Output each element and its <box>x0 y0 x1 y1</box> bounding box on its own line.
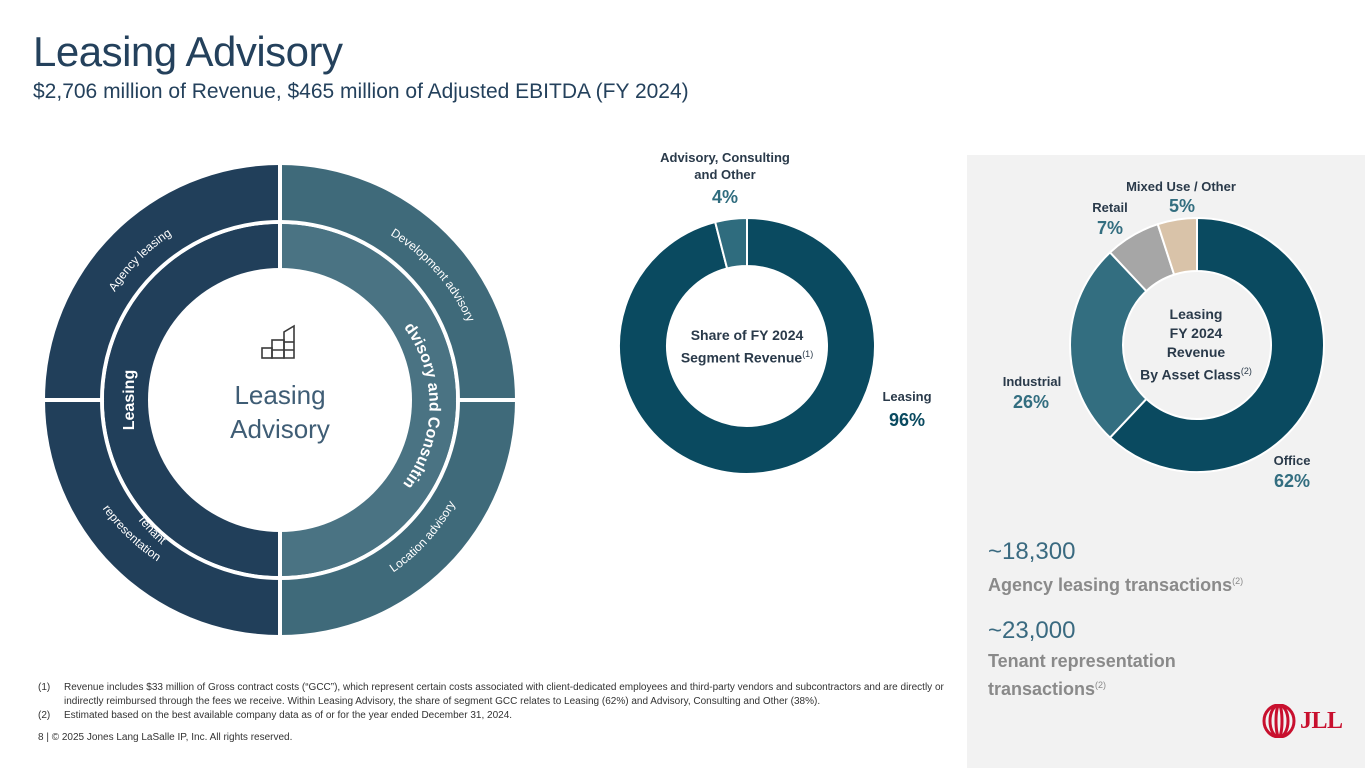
stat-tenant-value: ~23,000 <box>988 617 1076 644</box>
asset-class-donut <box>1069 216 1325 473</box>
footnote-1: (1) Revenue includes $33 million of Gros… <box>38 681 953 709</box>
donut2-label-office: Office <box>1273 453 1311 468</box>
donut2-slice-mixed-use-other <box>1156 216 1198 276</box>
stat-tenant-label-line2: transactions <box>988 679 1096 699</box>
donut2-title-line3: Revenue <box>1166 344 1226 360</box>
footnote-2: (2) Estimated based on the best availabl… <box>38 709 953 723</box>
donut2-value-office: 62% <box>1273 471 1311 491</box>
donut2-slice-industrial <box>1069 251 1148 439</box>
stat-agency-label-text: Agency leasing transactions <box>988 575 1233 595</box>
segment-revenue-donut <box>618 216 876 475</box>
donut2-title-line4: By Asset Class <box>1140 366 1241 383</box>
donut1-label-advisory-line2: and Other <box>694 167 756 182</box>
donut2-title-line1: Leasing <box>1169 306 1223 322</box>
building-icon <box>261 324 295 359</box>
stat-tenant-ref: (2) <box>1095 680 1107 690</box>
segment-wheel: Leasing Advisory Leasing Advisory and Co… <box>40 160 520 640</box>
donut2-label-mixed: Mixed Use / Other <box>1126 179 1236 194</box>
footnote-2-text: Estimated based on the best available co… <box>64 710 513 721</box>
copyright-footer: 8 | © 2025 Jones Lang LaSalle IP, Inc. A… <box>38 732 293 743</box>
donut1-label-leasing: Leasing <box>882 389 932 404</box>
donut1-label-advisory: Advisory, Consulting and Other <box>650 149 800 183</box>
stat-tenant-label-line1: Tenant representation <box>988 651 1176 671</box>
wheel-center-line1: Leasing <box>234 380 325 410</box>
donut2-slice-office <box>1108 216 1325 473</box>
donut2-label-retail: Retail <box>1092 200 1128 215</box>
donut1-label-advisory-line1: Advisory, Consulting <box>660 150 790 165</box>
donut1-slice-advisory-consulting-and-other <box>713 216 748 270</box>
donut1-slice-leasing <box>618 216 876 475</box>
inner-left-label: Leasing <box>121 370 138 430</box>
donut2-value-mixed: 5% <box>1168 196 1195 216</box>
page-subtitle: $2,706 million of Revenue, $465 million … <box>33 80 689 103</box>
donut1-value-leasing: 96% <box>888 410 926 430</box>
stat-tenant-label: Tenant representation transactions(2) <box>988 649 1176 701</box>
stat-agency-ref: (2) <box>1232 576 1244 586</box>
wheel-center-line2: Advisory <box>230 414 330 444</box>
jll-logo: JLL <box>1262 704 1343 738</box>
donut1-footnote-ref: (1) <box>802 349 814 359</box>
footnote-1-text: Revenue includes $33 million of Gross co… <box>64 682 944 707</box>
stat-agency-value: ~18,300 <box>988 538 1076 565</box>
footnote-1-number: (1) <box>38 682 51 693</box>
footnotes: (1) Revenue includes $33 million of Gros… <box>38 681 953 723</box>
stat-agency-label: Agency leasing transactions(2) <box>988 569 1243 597</box>
donut2-value-retail: 7% <box>1096 218 1123 238</box>
donut2-center-title: Leasing FY 2024 Revenue By Asset Class(2… <box>1130 305 1262 385</box>
jll-logo-text: JLL <box>1300 707 1343 734</box>
jll-logo-mark-icon <box>1262 704 1296 738</box>
donut2-title-line2: FY 2024 <box>1169 325 1223 341</box>
donut2-label-industrial: Industrial <box>1002 374 1062 389</box>
donut2-value-industrial: 26% <box>1012 392 1050 412</box>
donut2-footnote-ref: (2) <box>1240 366 1252 376</box>
donut1-title-line1: Share of FY 2024 <box>690 327 804 343</box>
donut1-title-line2: Segment Revenue <box>680 349 803 366</box>
donut1-value-advisory: 4% <box>711 187 738 207</box>
donut1-center-title: Share of FY 2024 Segment Revenue(1) <box>667 326 827 368</box>
page-title: Leasing Advisory <box>33 28 343 75</box>
footnote-2-number: (2) <box>38 710 51 721</box>
